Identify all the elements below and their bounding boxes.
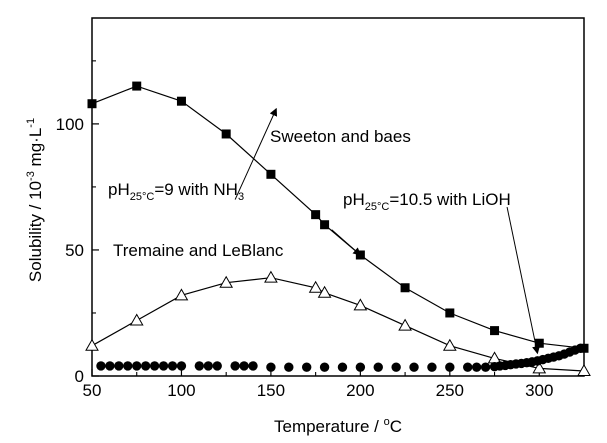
point-circle	[239, 361, 249, 371]
point-triangle	[532, 361, 547, 374]
arrow-sweeton	[331, 229, 362, 256]
point-square	[534, 338, 544, 348]
point-circle	[480, 362, 491, 372]
annotation-lioh: pH25°C=10.5 with LiOH	[343, 190, 511, 213]
point-circle	[203, 361, 213, 371]
annotation-tremaine: Tremaine and LeBlanc	[113, 241, 284, 260]
point-circle	[427, 362, 437, 372]
point-circle	[284, 362, 294, 372]
point-circle	[140, 361, 151, 371]
point-circle	[319, 362, 330, 372]
annotation-sweeton: Sweeton and baes	[270, 127, 411, 146]
point-square	[176, 96, 186, 106]
point-triangle	[85, 338, 99, 351]
point-square	[400, 283, 410, 293]
point-triangle	[129, 313, 144, 326]
point-circle	[355, 362, 366, 372]
point-circle	[373, 362, 383, 372]
point-circle	[391, 362, 401, 372]
point-circle	[132, 361, 142, 371]
point-square	[490, 326, 500, 336]
point-square	[221, 129, 231, 139]
point-circle	[230, 361, 240, 371]
point-circle	[301, 362, 312, 372]
point-circle	[176, 361, 187, 371]
point-triangle	[308, 280, 323, 293]
point-circle	[114, 361, 124, 371]
point-square	[445, 308, 455, 318]
point-triangle	[577, 363, 591, 376]
x-tick-label: 50	[83, 381, 102, 400]
point-circle	[158, 361, 169, 371]
point-triangle	[317, 285, 332, 298]
point-circle	[409, 362, 419, 372]
y-axis-title: Solubility / 10-3 mg·L-1	[25, 118, 45, 282]
series-markers	[85, 81, 591, 376]
point-square	[320, 220, 330, 230]
x-axis-title: Temperature / oC	[274, 416, 402, 436]
point-circle	[575, 343, 586, 353]
annotations	[234, 107, 540, 355]
point-triangle	[353, 298, 368, 311]
point-circle	[445, 362, 455, 372]
point-square	[132, 81, 142, 91]
x-tick-label: 300	[525, 381, 553, 400]
point-circle	[266, 362, 276, 372]
point-circle	[337, 362, 348, 372]
point-circle	[149, 361, 160, 371]
point-circle	[105, 361, 115, 371]
point-circle	[463, 362, 473, 372]
x-tick-label: 250	[436, 381, 464, 400]
x-tick-label: 150	[257, 381, 285, 400]
y-tick-label: 100	[56, 115, 84, 134]
arrow-lioh	[506, 206, 540, 355]
series-line	[91, 85, 585, 349]
point-triangle	[398, 318, 412, 331]
point-circle	[123, 361, 133, 371]
point-circle	[167, 361, 178, 371]
y-tick-label: 0	[75, 367, 84, 386]
point-triangle	[264, 270, 278, 283]
point-square	[87, 99, 97, 109]
point-triangle	[442, 338, 457, 351]
series-line	[91, 277, 585, 372]
point-circle	[471, 362, 482, 372]
annotation-nh3: pH25°C=9 with NH3	[108, 180, 244, 203]
point-circle	[194, 361, 205, 371]
point-circle	[96, 361, 106, 371]
point-circle	[212, 361, 222, 371]
point-square	[266, 169, 276, 179]
x-tick-label: 200	[346, 381, 374, 400]
point-triangle	[174, 288, 189, 301]
point-circle	[248, 361, 258, 371]
point-triangle	[219, 275, 234, 288]
x-tick-label: 100	[167, 381, 195, 400]
point-square	[311, 210, 321, 220]
arrow-nh3	[234, 107, 278, 200]
plot-frame	[91, 17, 585, 377]
y-tick-label: 50	[65, 241, 84, 260]
